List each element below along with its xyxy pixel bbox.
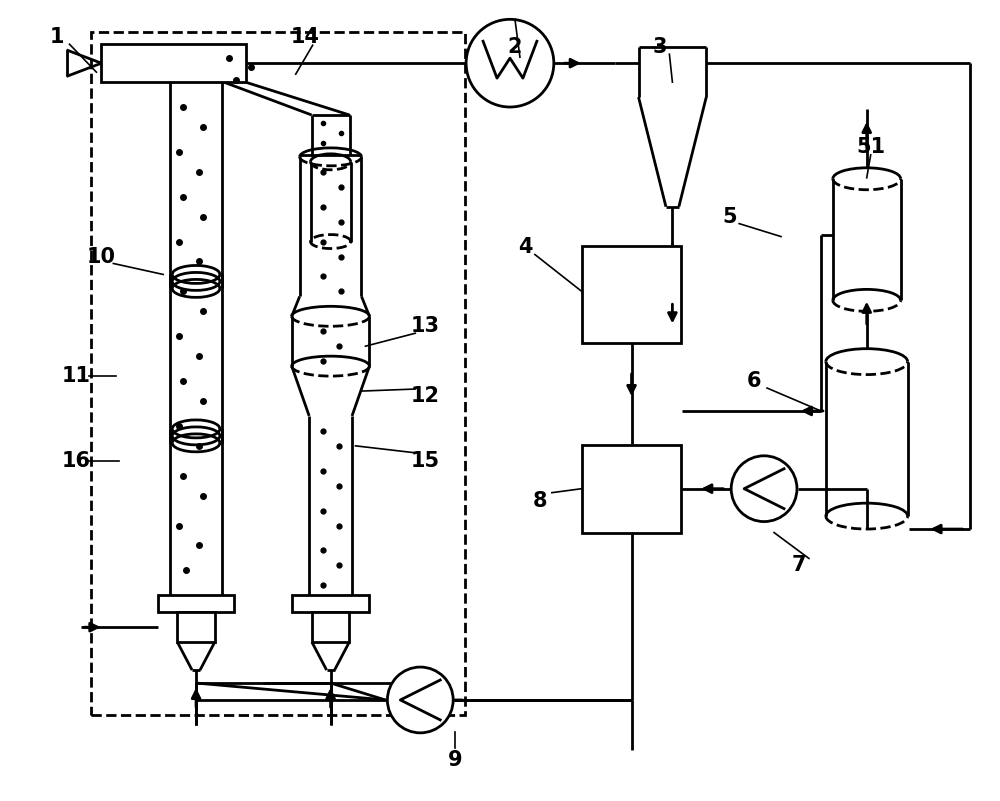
Text: 2: 2 [508,37,522,57]
Text: 6: 6 [747,371,761,391]
Text: 15: 15 [411,451,440,471]
Text: 4: 4 [518,236,532,256]
Text: 14: 14 [291,27,320,47]
Text: 3: 3 [652,37,667,57]
Text: 9: 9 [448,750,462,770]
Text: 5: 5 [722,207,737,227]
Bar [101,44,246,83]
Text: 16: 16 [62,451,91,471]
Bar [582,246,681,343]
Circle shape [466,19,554,107]
Text: 13: 13 [411,316,440,336]
Text: 11: 11 [62,366,91,386]
Bar [312,612,349,642]
Text: 12: 12 [411,386,440,406]
Text: 1: 1 [49,27,64,47]
Circle shape [387,667,453,733]
Bar [91,32,465,715]
Text: 51: 51 [856,137,885,157]
Text: 7: 7 [792,555,806,575]
Text: 10: 10 [87,247,116,267]
Bar [158,595,234,612]
Bar [177,612,215,642]
Circle shape [731,456,797,521]
Text: 8: 8 [533,491,547,511]
Bar [292,595,369,612]
Bar [582,445,681,533]
